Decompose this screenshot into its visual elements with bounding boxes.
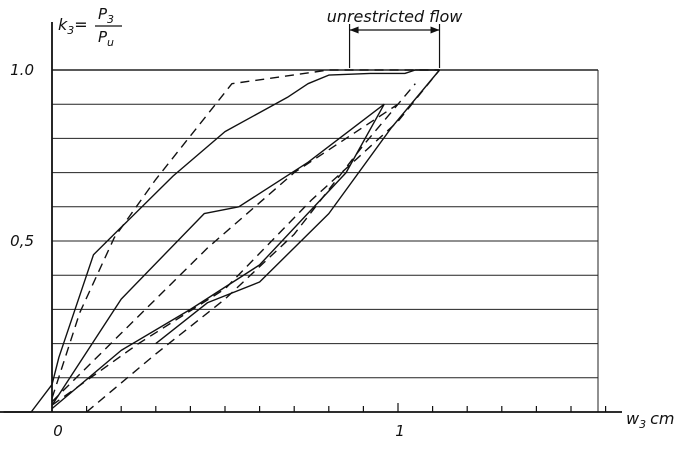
annotation-label: unrestricted flow: [327, 7, 464, 26]
series-line-3: [51, 103, 385, 406]
series-line-7: [86, 83, 416, 413]
x-minor-ticks: [85, 403, 607, 412]
series-line-2: [51, 69, 440, 399]
chart-series: [3, 69, 441, 413]
unrestricted-flow-annotation: unrestricted flow: [327, 7, 464, 68]
chart-axes: [0, 22, 622, 413]
annotation-right-arrow: [430, 26, 440, 34]
y-tick-label: 0,5: [10, 232, 34, 250]
x-tick-label: 1: [395, 422, 405, 440]
y-label-denominator: Pu: [98, 28, 114, 49]
x-axis-label: w3 cm: [626, 409, 674, 431]
y-axis-label: k3= P3 Pu: [58, 5, 122, 49]
series-line-8: [155, 69, 441, 345]
annotation-left-arrow: [349, 26, 359, 34]
y-tick-label: 1.0: [10, 61, 34, 79]
y-label-prefix: k3=: [58, 15, 88, 37]
tick-labels: 0 1 0,5 1.0: [10, 61, 405, 440]
series-line-5: [51, 103, 385, 410]
series-line-4: [51, 103, 399, 403]
series-line-1: [3, 69, 440, 413]
x-tick-label: 0: [53, 422, 63, 440]
chart-grid: [52, 69, 599, 412]
series-line-6: [51, 69, 441, 406]
y-label-numerator: P3: [98, 5, 114, 26]
